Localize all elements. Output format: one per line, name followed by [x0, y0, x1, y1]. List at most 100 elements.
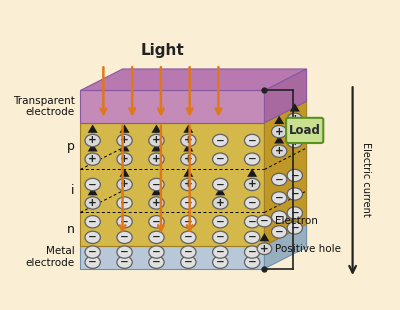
Text: Transparent
electrode: Transparent electrode — [13, 96, 75, 117]
Polygon shape — [120, 169, 130, 177]
Polygon shape — [80, 101, 306, 123]
Text: Light: Light — [141, 43, 185, 58]
Polygon shape — [290, 126, 300, 134]
Circle shape — [287, 135, 302, 148]
Polygon shape — [80, 69, 306, 91]
Text: −: − — [120, 198, 129, 208]
Text: −: − — [216, 154, 225, 164]
Text: +: + — [184, 135, 193, 145]
Circle shape — [181, 256, 196, 268]
Text: −: − — [216, 217, 225, 227]
Circle shape — [272, 126, 287, 138]
Text: −: − — [248, 247, 256, 257]
Circle shape — [244, 215, 260, 228]
Circle shape — [212, 153, 228, 165]
Text: −: − — [216, 257, 225, 267]
Polygon shape — [88, 125, 98, 133]
Text: +: + — [248, 179, 256, 189]
Text: +: + — [184, 154, 193, 164]
Polygon shape — [264, 224, 306, 269]
Text: −: − — [184, 217, 193, 227]
Circle shape — [257, 243, 272, 255]
Text: −: − — [88, 257, 97, 267]
Polygon shape — [183, 169, 193, 177]
Circle shape — [244, 134, 260, 147]
Polygon shape — [152, 187, 162, 195]
Circle shape — [149, 256, 164, 268]
Text: +: + — [120, 179, 129, 189]
Polygon shape — [120, 143, 130, 152]
Circle shape — [272, 226, 287, 238]
Circle shape — [117, 231, 132, 243]
Text: +: + — [184, 179, 193, 189]
Circle shape — [85, 197, 100, 209]
Circle shape — [287, 113, 302, 126]
Circle shape — [181, 134, 196, 147]
Text: −: − — [248, 232, 256, 242]
Polygon shape — [88, 143, 98, 152]
Polygon shape — [264, 101, 306, 246]
Circle shape — [85, 215, 100, 228]
Circle shape — [149, 231, 164, 243]
Circle shape — [181, 197, 196, 209]
Circle shape — [117, 153, 132, 165]
Polygon shape — [152, 143, 162, 152]
Text: +: + — [290, 114, 299, 124]
Circle shape — [272, 192, 287, 204]
Text: −: − — [152, 247, 161, 257]
Text: −: − — [216, 232, 225, 242]
Circle shape — [287, 188, 302, 200]
Circle shape — [287, 169, 302, 182]
Text: −: − — [216, 135, 225, 145]
Text: −: − — [152, 179, 161, 189]
Text: Load: Load — [289, 124, 321, 137]
Circle shape — [212, 256, 228, 268]
Text: Electric current: Electric current — [361, 142, 371, 217]
Text: −: − — [248, 198, 256, 208]
Text: −: − — [152, 232, 161, 242]
Circle shape — [272, 173, 287, 186]
FancyBboxPatch shape — [286, 118, 323, 143]
Circle shape — [149, 246, 164, 258]
Circle shape — [212, 231, 228, 243]
Text: +: + — [120, 135, 129, 145]
Polygon shape — [274, 116, 284, 124]
Text: −: − — [88, 232, 97, 242]
Text: −: − — [248, 135, 256, 145]
Text: +: + — [275, 127, 284, 137]
Circle shape — [117, 246, 132, 258]
Circle shape — [117, 197, 132, 209]
Circle shape — [149, 153, 164, 165]
Text: −: − — [248, 217, 256, 227]
Polygon shape — [274, 135, 284, 144]
Polygon shape — [183, 143, 193, 152]
Polygon shape — [260, 233, 270, 241]
Circle shape — [244, 231, 260, 243]
Text: +: + — [88, 135, 97, 145]
Text: −: − — [275, 227, 284, 237]
Circle shape — [272, 211, 287, 223]
Text: −: − — [290, 208, 299, 218]
Polygon shape — [80, 224, 306, 246]
Text: +: + — [152, 198, 161, 208]
Polygon shape — [80, 91, 264, 123]
Circle shape — [85, 246, 100, 258]
Circle shape — [244, 256, 260, 268]
Text: +: + — [260, 244, 269, 254]
Circle shape — [149, 215, 164, 228]
Text: +: + — [290, 137, 299, 147]
Circle shape — [85, 134, 100, 147]
Circle shape — [181, 153, 196, 165]
Circle shape — [212, 197, 228, 209]
Text: −: − — [216, 247, 225, 257]
Text: +: + — [152, 154, 161, 164]
Circle shape — [181, 215, 196, 228]
Text: −: − — [184, 257, 193, 267]
Text: −: − — [260, 216, 269, 226]
Polygon shape — [152, 125, 162, 133]
Polygon shape — [290, 103, 300, 112]
Circle shape — [117, 134, 132, 147]
Circle shape — [85, 256, 100, 268]
Text: +: + — [88, 154, 97, 164]
Text: +: + — [120, 154, 129, 164]
